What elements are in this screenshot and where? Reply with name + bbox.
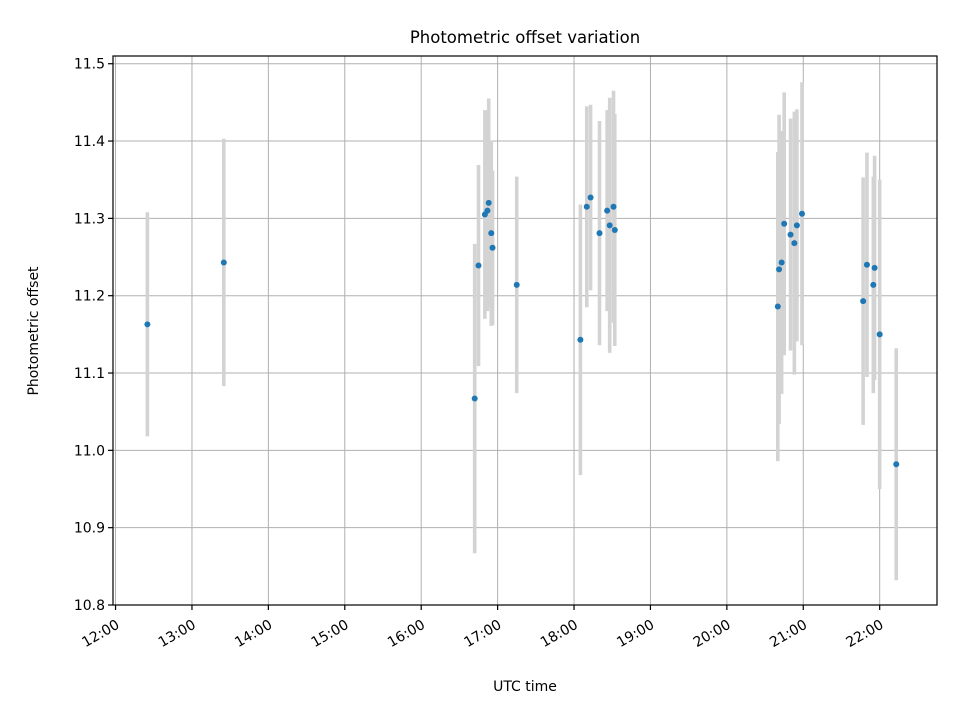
data-point bbox=[799, 210, 806, 217]
x-tick-label: 19:00 bbox=[614, 617, 657, 651]
data-point bbox=[488, 230, 495, 237]
data-points bbox=[144, 194, 900, 468]
x-tick-label: 13:00 bbox=[156, 617, 199, 651]
data-point bbox=[860, 298, 867, 305]
x-tick-label: 14:00 bbox=[232, 617, 275, 651]
gridlines bbox=[113, 56, 937, 606]
data-point bbox=[778, 259, 785, 266]
y-tick-label: 11.5 bbox=[74, 57, 105, 73]
data-point bbox=[774, 303, 781, 310]
plot-frame bbox=[112, 55, 938, 606]
data-point bbox=[583, 203, 590, 210]
data-point bbox=[513, 281, 520, 288]
y-tick-label: 11.4 bbox=[74, 134, 105, 150]
y-tick-label: 11.3 bbox=[74, 211, 105, 227]
data-point bbox=[893, 461, 900, 468]
data-point bbox=[787, 231, 794, 238]
x-tick-label: 18:00 bbox=[538, 617, 581, 651]
data-point bbox=[604, 207, 611, 214]
data-point bbox=[471, 395, 478, 402]
y-tick-label: 11.0 bbox=[74, 443, 105, 459]
x-axis-label: UTC time bbox=[493, 679, 557, 695]
y-tick-label: 11.1 bbox=[74, 366, 105, 382]
x-tick-label: 21:00 bbox=[767, 617, 810, 651]
data-point bbox=[863, 261, 870, 268]
chart-title: Photometric offset variation bbox=[410, 28, 640, 47]
x-tick-label: 20:00 bbox=[691, 617, 734, 651]
data-point bbox=[776, 266, 783, 273]
x-tick-label: 22:00 bbox=[844, 617, 887, 651]
data-point bbox=[791, 240, 798, 247]
x-tick-label: 17:00 bbox=[461, 617, 504, 651]
x-tick-label: 12:00 bbox=[79, 617, 122, 651]
y-tick-label: 10.9 bbox=[74, 521, 105, 537]
data-point bbox=[870, 281, 877, 288]
data-point bbox=[475, 262, 482, 269]
data-point bbox=[596, 230, 603, 237]
x-tick-label: 16:00 bbox=[385, 617, 428, 651]
data-point bbox=[793, 222, 800, 229]
data-point bbox=[611, 226, 618, 233]
data-point bbox=[484, 207, 491, 214]
data-point bbox=[876, 331, 883, 338]
data-point bbox=[587, 194, 594, 201]
y-tick-label: 11.2 bbox=[74, 289, 105, 305]
data-point bbox=[610, 203, 617, 210]
data-point bbox=[489, 244, 496, 251]
data-point bbox=[871, 264, 878, 271]
data-point bbox=[220, 259, 227, 266]
data-point bbox=[577, 336, 584, 343]
data-point bbox=[485, 199, 492, 206]
error-bars bbox=[145, 82, 899, 581]
data-point bbox=[606, 222, 613, 229]
x-tick-label: 15:00 bbox=[309, 617, 352, 651]
y-axis-label: Photometric offset bbox=[26, 266, 42, 396]
data-point bbox=[781, 220, 788, 227]
y-tick-label: 10.8 bbox=[74, 598, 105, 614]
data-point bbox=[144, 321, 151, 328]
